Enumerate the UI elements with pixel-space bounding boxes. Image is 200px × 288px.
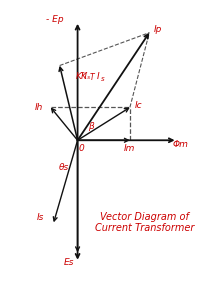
- Text: K: K: [81, 71, 86, 81]
- Text: T: T: [89, 73, 94, 82]
- Text: KᵀIₛ: KᵀIₛ: [76, 71, 91, 81]
- Text: I: I: [97, 71, 100, 81]
- Text: Φm: Φm: [173, 140, 189, 149]
- Text: Ic: Ic: [135, 101, 143, 110]
- Text: Ip: Ip: [154, 25, 162, 34]
- Text: - Ep: - Ep: [46, 15, 64, 24]
- Text: Is: Is: [37, 213, 44, 222]
- Text: Im: Im: [124, 144, 136, 153]
- Text: θs: θs: [59, 163, 69, 172]
- Text: Es: Es: [63, 258, 74, 267]
- Text: Ih: Ih: [35, 103, 43, 112]
- Text: s: s: [101, 76, 105, 82]
- Text: Vector Diagram of
Current Transformer: Vector Diagram of Current Transformer: [95, 212, 195, 233]
- Text: β: β: [88, 122, 94, 131]
- Text: 0: 0: [78, 144, 84, 153]
